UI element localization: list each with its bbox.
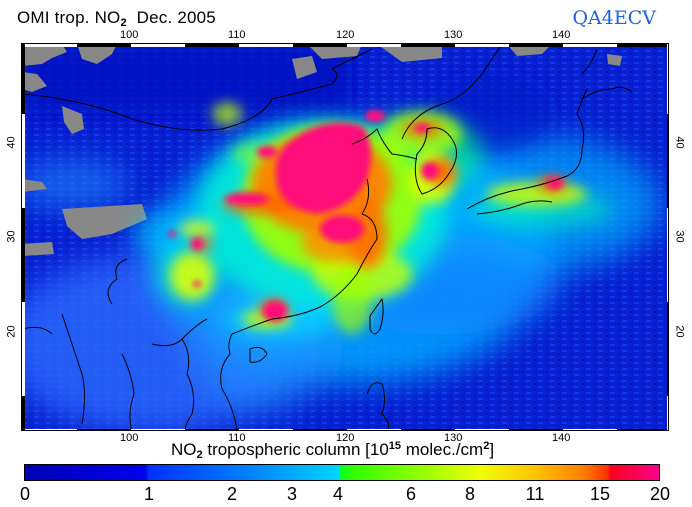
colorbar-title: NO2 tropospheric column [1015 molec./cm2… <box>171 440 494 461</box>
top-lon-tick-110: 110 <box>228 29 246 41</box>
colorbar-title-mid: tropospheric column [10 <box>202 440 389 459</box>
colorbar-title-unit: molec./cm <box>401 440 484 459</box>
colorbar-high <box>339 464 660 481</box>
colorbar-title-unit-exponent: 2 <box>483 440 490 452</box>
frame-ticks <box>22 44 668 430</box>
bottom-lon-tick-120: 120 <box>336 432 355 444</box>
no2-map[interactable] <box>21 43 669 431</box>
title-date: Dec. 2005 <box>126 8 216 27</box>
top-lon-tick-100: 100 <box>120 29 139 41</box>
plume-peak <box>168 110 563 321</box>
coastlines <box>22 44 633 430</box>
right-lat-tick-20: 20 <box>673 325 686 338</box>
colorbar-tick-20: 20 <box>649 484 671 504</box>
title-subscript: 2 <box>120 17 127 29</box>
bottom-lon-tick-130: 130 <box>444 432 463 444</box>
colorbar-tick-4: 4 <box>332 484 344 504</box>
colorbar-tick-3: 3 <box>286 484 298 504</box>
colorbar-title-text: NO <box>171 440 197 459</box>
colorbar-tick-0: 0 <box>19 484 31 504</box>
colorbar-tick-15: 15 <box>589 484 611 504</box>
bottom-lon-tick-140: 140 <box>552 432 571 444</box>
bottom-lon-tick-110: 110 <box>228 432 246 444</box>
top-lon-tick-140: 140 <box>552 29 571 41</box>
map-title: OMI trop. NO2 Dec. 2005 <box>17 8 216 29</box>
left-lat-tick-40: 40 <box>5 136 18 149</box>
left-lat-tick-30: 30 <box>5 230 18 243</box>
top-lon-tick-120: 120 <box>336 29 355 41</box>
heatmap-svg <box>22 44 668 430</box>
right-lat-tick-30: 30 <box>673 230 686 243</box>
colorbar-tick-11: 11 <box>525 484 545 504</box>
colorbar-title-bracket: ] <box>489 440 495 459</box>
missing-data <box>22 44 622 256</box>
bottom-lon-tick-100: 100 <box>120 432 139 444</box>
title-text: OMI trop. NO <box>17 8 121 27</box>
colorbar-tick-1: 1 <box>143 484 155 504</box>
colorbar-tick-2: 2 <box>226 484 238 504</box>
right-lat-tick-40: 40 <box>673 136 686 149</box>
top-lon-tick-130: 130 <box>444 29 463 41</box>
colorbar-title-subscript: 2 <box>196 449 203 461</box>
colorbar-tick-8: 8 <box>464 484 476 504</box>
left-lat-tick-20: 20 <box>5 325 18 338</box>
colorbar-title-exponent: 15 <box>388 440 402 452</box>
colorbar-tick-6: 6 <box>405 484 417 504</box>
brand-logo: QA4ECV <box>572 7 656 29</box>
